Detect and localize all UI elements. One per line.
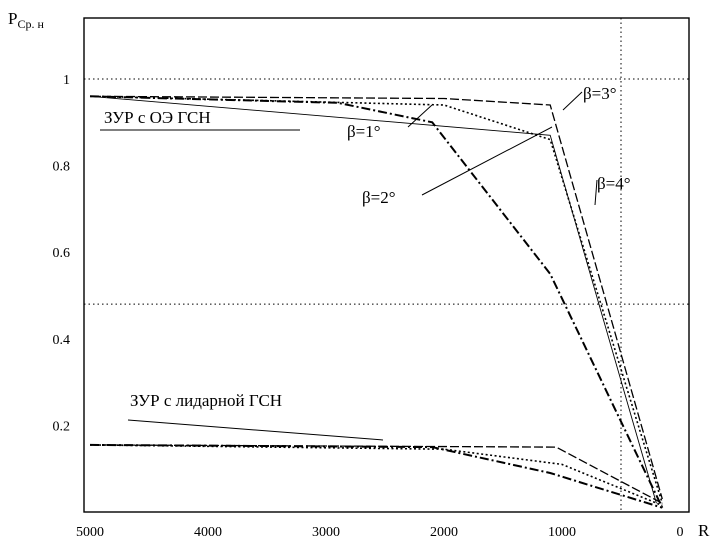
- annotation-label: β=2°: [362, 188, 396, 207]
- series-line-5: [90, 445, 662, 506]
- x-tick-label: 5000: [76, 525, 104, 539]
- annotation-leader: [128, 420, 383, 440]
- series-line-1: [90, 96, 662, 503]
- tick-labels: 5000 4000 3000 2000 1000 0 0.2 0.4 0.6 0.8 1: [53, 73, 684, 539]
- annotation-label: ЗУР с ОЭ ГСН: [104, 108, 211, 127]
- y-axis-title: PСр. н: [8, 9, 44, 31]
- annotation-leader: [422, 127, 552, 195]
- annotation-leader: [408, 105, 432, 127]
- x-axis-title: R: [698, 521, 710, 539]
- annotation-label: β=3°: [583, 84, 617, 103]
- series-line-0: [90, 96, 662, 499]
- annotation-label: ЗУР с лидарной ГСН: [130, 391, 282, 410]
- x-tick-label: 3000: [312, 525, 340, 539]
- annotation-label: β=4°: [597, 174, 631, 193]
- y-tick-label: 0.6: [53, 246, 71, 261]
- x-tick-label: 1000: [548, 525, 576, 539]
- annotation-label: β=1°: [347, 122, 381, 141]
- annotation-leader: [563, 92, 582, 110]
- y-tick-label: 0.2: [53, 419, 71, 434]
- series-line-6: [90, 445, 662, 508]
- x-tick-label: 2000: [430, 525, 458, 539]
- series-line-2: [90, 96, 656, 503]
- y-tick-label: 0.4: [53, 333, 71, 348]
- y-tick-label: 1: [63, 73, 70, 88]
- x-tick-label: 4000: [194, 525, 222, 539]
- series-lines: [90, 96, 662, 507]
- x-tick-label: 0: [677, 525, 684, 539]
- y-tick-label: 0.8: [53, 160, 71, 175]
- series-line-4: [90, 445, 662, 503]
